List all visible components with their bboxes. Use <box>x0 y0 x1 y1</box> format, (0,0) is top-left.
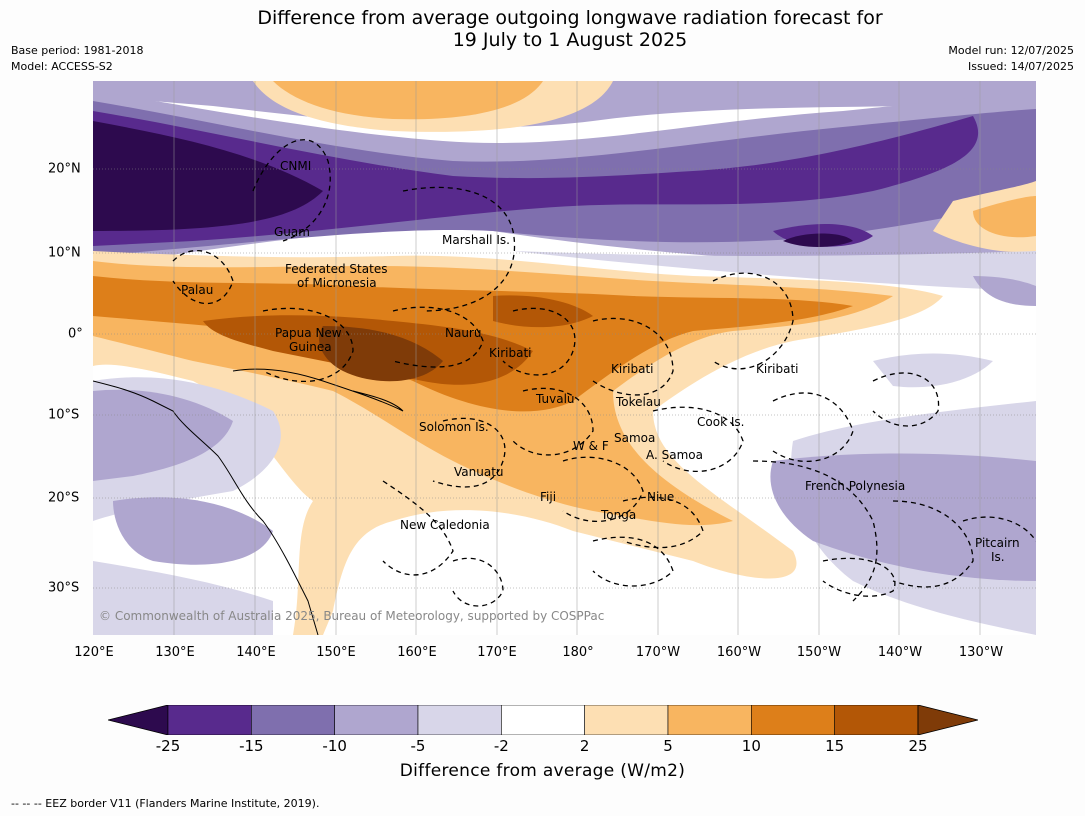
y-tick-0: 20°N <box>48 161 81 177</box>
label-pitcairn-line1: Pitcairn <box>975 536 1020 550</box>
colorbar-svg <box>107 704 979 736</box>
colorbar-label-7: 10 <box>741 737 761 755</box>
label-guam: Guam <box>274 225 310 239</box>
colorbar <box>107 704 979 739</box>
x-tick-9: 150°W <box>796 645 842 660</box>
label-fsm-line2: of Micronesia <box>297 276 377 290</box>
map-title: Difference from average outgoing longwav… <box>0 7 1085 51</box>
colorbar-cell-4 <box>501 704 585 736</box>
colorbar-cell-8 <box>834 704 919 736</box>
y-tick-4: 20°S <box>48 490 80 506</box>
x-tick-11: 130°W <box>958 645 1004 660</box>
label-samoa: Samoa <box>614 431 656 445</box>
map-panel <box>93 81 1036 635</box>
base-period: Base period: 1981-2018 <box>11 44 144 57</box>
colorbar-cell-5 <box>584 704 669 736</box>
label-png-line2: Guinea <box>289 340 332 354</box>
x-tick-4: 160°E <box>397 645 437 660</box>
label-cnmi: CNMI <box>280 159 312 173</box>
x-tick-10: 140°W <box>877 645 923 660</box>
label-french-polynesia: French Polynesia <box>805 479 906 493</box>
label-tonga: Tonga <box>601 508 637 522</box>
colorbar-label-3: -5 <box>410 737 426 755</box>
label-palau: Palau <box>181 283 214 297</box>
x-tick-0: 120°E <box>74 645 114 660</box>
colorbar-cell-3 <box>417 704 502 736</box>
colorbar-label-1: -15 <box>239 737 264 755</box>
colorbar-extend-low <box>107 704 169 736</box>
x-tick-8: 160°W <box>716 645 762 660</box>
label-fsm-line1: Federated States <box>285 262 388 276</box>
colorbar-cell-1 <box>251 704 335 736</box>
colorbar-label-9: 25 <box>908 737 928 755</box>
label-pitcairn-line2: Is. <box>991 550 1005 564</box>
colorbar-label-8: 15 <box>825 737 845 755</box>
label-niue: Niue <box>647 490 675 504</box>
eez-footnote: -- -- -- EEZ border V11 (Flanders Marine… <box>11 797 320 810</box>
issued-date: Issued: 14/07/2025 <box>967 60 1074 73</box>
label-kiribati-east: Kiribati <box>756 362 799 376</box>
colorbar-cell-0 <box>167 704 252 736</box>
label-new-caledonia: New Caledonia <box>400 518 490 532</box>
meta-left: Base period: 1981-2018 Model: ACCESS-S2 <box>11 43 143 75</box>
y-tick-5: 30°S <box>48 580 80 596</box>
colorbar-title: Difference from average (W/m2) <box>399 761 686 781</box>
colorbar-cell-6 <box>667 704 752 736</box>
label-tuvalu: Tuvalu <box>536 392 575 406</box>
colorbar-label-2: -10 <box>322 737 347 755</box>
label-marshall-islands: Marshall Is. <box>442 233 510 247</box>
colorbar-label-5: 2 <box>579 737 590 755</box>
label-fiji: Fiji <box>540 490 557 504</box>
colorbar-extend-high <box>917 704 979 736</box>
x-tick-5: 170°E <box>477 645 517 660</box>
model-name: Model: ACCESS-S2 <box>11 60 113 73</box>
label-png-line1: Papua New <box>275 326 342 340</box>
colorbar-label-6: 5 <box>663 737 673 755</box>
x-tick-2: 140°E <box>236 645 276 660</box>
olr-anomaly-map <box>93 81 1036 635</box>
copyright-notice: © Commonwealth of Australia 2025, Bureau… <box>99 609 605 623</box>
x-tick-3: 150°E <box>316 645 356 660</box>
y-tick-3: 10°S <box>48 407 80 423</box>
y-tick-2: 0° <box>68 326 83 342</box>
label-vanuatu: Vanuatu <box>454 465 504 479</box>
label-american-samoa: A. Samoa <box>646 448 703 462</box>
title-line-1: Difference from average outgoing longwav… <box>257 7 883 29</box>
colorbar-label-4: -2 <box>493 737 509 755</box>
label-kiribati-west: Kiribati <box>489 346 532 360</box>
label-wallis-futuna: W & F <box>573 439 609 453</box>
title-line-2: 19 July to 1 August 2025 <box>452 29 688 51</box>
colorbar-label-0: -25 <box>155 737 181 755</box>
model-run: Model run: 12/07/2025 <box>948 44 1074 57</box>
x-tick-1: 130°E <box>155 645 195 660</box>
colorbar-cell-7 <box>751 704 835 736</box>
label-kiribati-central: Kiribati <box>611 362 654 376</box>
label-solomon-islands: Solomon Is. <box>419 420 489 434</box>
meta-right: Model run: 12/07/2025 Issued: 14/07/2025 <box>948 43 1074 75</box>
colorbar-cell-2 <box>334 704 419 736</box>
label-tokelau: Tokelau <box>616 395 661 409</box>
label-nauru: Nauru <box>445 326 482 340</box>
y-tick-1: 10°N <box>48 245 81 261</box>
x-tick-7: 170°W <box>635 645 681 660</box>
x-tick-6: 180° <box>562 645 594 660</box>
label-cook-islands: Cook Is. <box>697 415 745 429</box>
